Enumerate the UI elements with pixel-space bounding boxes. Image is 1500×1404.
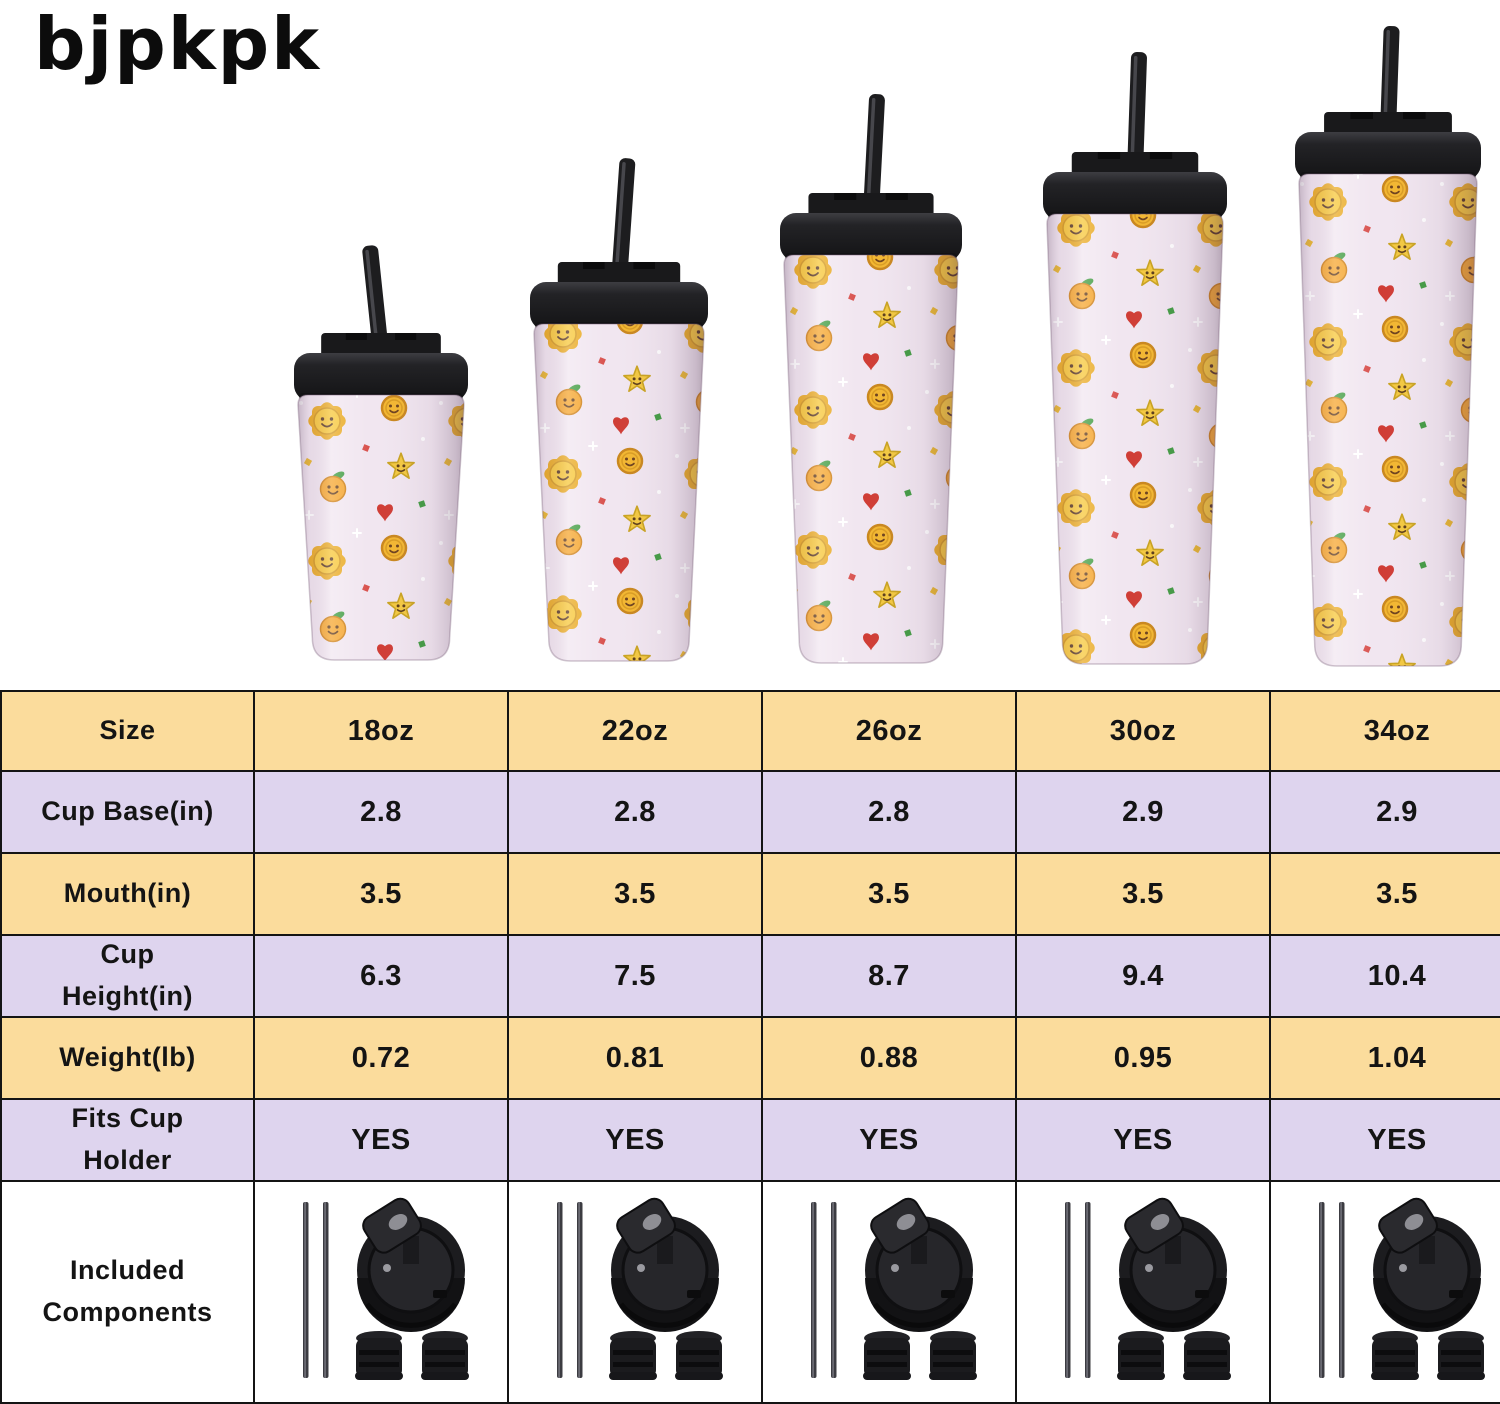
tumbler-straw: [1379, 25, 1400, 141]
metal-straws-icon: [1065, 1202, 1091, 1378]
flip-lid-icon: [1119, 1197, 1227, 1332]
cup-base-in-value-22oz: 2.8: [509, 772, 763, 854]
row-label-size: Size: [2, 692, 255, 772]
tumbler-body: [533, 323, 705, 662]
mouth-in-value-34oz: 3.5: [1271, 854, 1500, 936]
tumbler-22oz: [529, 156, 709, 663]
cup-height-in-value-22oz: 7.5: [509, 936, 763, 1018]
straw-stoppers-icon: [1117, 1331, 1231, 1380]
mouth-in-value-18oz: 3.5: [255, 854, 509, 936]
tumbler-lid: [1295, 112, 1481, 180]
weight-lb-value-26oz: 0.88: [763, 1018, 1017, 1100]
row-label-weight-lb: Weight(lb): [2, 1018, 255, 1100]
tumbler-34oz: [1294, 24, 1482, 668]
cup-base-in-value-34oz: 2.9: [1271, 772, 1500, 854]
tumbler-body: [1298, 173, 1478, 667]
size-value-22oz: 22oz: [509, 692, 763, 772]
mouth-in-value-30oz: 3.5: [1017, 854, 1271, 936]
cup-base-in-value-30oz: 2.9: [1017, 772, 1271, 854]
weight-lb-value-34oz: 1.04: [1271, 1018, 1500, 1100]
fits-cup-holder-value-18oz: YES: [255, 1100, 509, 1182]
included-components-cell-22oz: [509, 1182, 763, 1402]
mouth-in-value-26oz: 3.5: [763, 854, 1017, 936]
tumbler-lid: [530, 262, 708, 330]
row-label-cup-height-in: Cup Height(in): [2, 936, 255, 1018]
tumbler-straw: [610, 158, 636, 291]
tumbler-straw: [1126, 51, 1147, 181]
metal-straws-icon: [557, 1202, 583, 1378]
tumbler-body: [1046, 213, 1224, 665]
tumbler-30oz: [1042, 50, 1228, 666]
row-label-mouth-in: Mouth(in): [2, 854, 255, 936]
fits-cup-holder-value-22oz: YES: [509, 1100, 763, 1182]
tumbler-body: [783, 254, 959, 664]
straw-stoppers-icon: [1371, 1331, 1485, 1380]
flip-lid-icon: [611, 1197, 719, 1332]
cup-base-in-value-26oz: 2.8: [763, 772, 1017, 854]
weight-lb-value-18oz: 0.72: [255, 1018, 509, 1100]
included-components-cell-18oz: [255, 1182, 509, 1402]
straw-stoppers-icon: [863, 1331, 977, 1380]
row-label-included-components: Included Components: [2, 1182, 255, 1402]
metal-straws-icon: [303, 1202, 329, 1378]
cup-height-in-value-34oz: 10.4: [1271, 936, 1500, 1018]
tumbler-straw: [862, 94, 885, 222]
flip-lid-icon: [865, 1197, 973, 1332]
brand-logo: bjpkpk: [34, 2, 322, 86]
flip-lid-icon: [357, 1197, 465, 1332]
straw-stoppers-icon: [355, 1331, 469, 1380]
cup-height-in-value-18oz: 6.3: [255, 936, 509, 1018]
mouth-in-value-22oz: 3.5: [509, 854, 763, 936]
cup-height-in-value-30oz: 9.4: [1017, 936, 1271, 1018]
size-value-34oz: 34oz: [1271, 692, 1500, 772]
row-label-cup-base-in: Cup Base(in): [2, 772, 255, 854]
size-value-30oz: 30oz: [1017, 692, 1271, 772]
tumbler-lid: [1043, 152, 1227, 220]
straw-stoppers-icon: [609, 1331, 723, 1380]
size-value-26oz: 26oz: [763, 692, 1017, 772]
fits-cup-holder-value-26oz: YES: [763, 1100, 1017, 1182]
row-label-fits-cup-holder: Fits Cup Holder: [2, 1100, 255, 1182]
tumbler-body: [297, 394, 465, 661]
tumbler-straw: [362, 245, 390, 362]
spec-table: Size 18oz 22oz 26oz 30oz 34oz Cup Base(in) 2.8 2…: [0, 690, 1500, 1404]
cup-base-in-value-18oz: 2.8: [255, 772, 509, 854]
cup-height-in-value-26oz: 8.7: [763, 936, 1017, 1018]
metal-straws-icon: [1319, 1202, 1345, 1378]
included-components-cell-30oz: [1017, 1182, 1271, 1402]
weight-lb-value-22oz: 0.81: [509, 1018, 763, 1100]
tumbler-18oz: [293, 243, 469, 662]
fits-cup-holder-value-30oz: YES: [1017, 1100, 1271, 1182]
metal-straws-icon: [811, 1202, 837, 1378]
flip-lid-icon: [1373, 1197, 1481, 1332]
included-components-cell-34oz: [1271, 1182, 1500, 1402]
tumbler-26oz: [779, 92, 963, 665]
fits-cup-holder-value-34oz: YES: [1271, 1100, 1500, 1182]
included-components-cell-26oz: [763, 1182, 1017, 1402]
tumbler-lid: [780, 193, 962, 261]
size-value-18oz: 18oz: [255, 692, 509, 772]
tumbler-lid: [294, 333, 468, 401]
weight-lb-value-30oz: 0.95: [1017, 1018, 1271, 1100]
